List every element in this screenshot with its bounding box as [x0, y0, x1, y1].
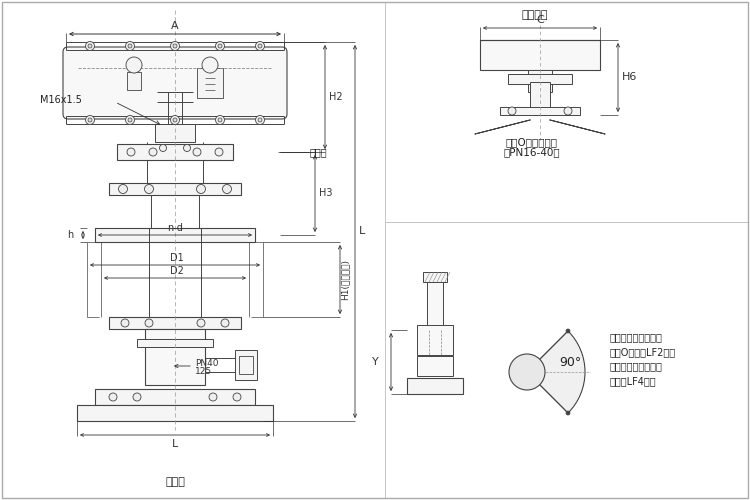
Text: H2: H2: [329, 92, 343, 102]
Bar: [109, 317, 241, 329]
Bar: [417, 356, 453, 376]
Circle shape: [86, 42, 94, 50]
Text: （PN16-40）: （PN16-40）: [504, 147, 560, 157]
Circle shape: [233, 393, 241, 401]
Circle shape: [128, 44, 132, 48]
Text: D1: D1: [170, 253, 184, 263]
Bar: [145, 329, 205, 385]
Text: L: L: [359, 226, 365, 236]
Circle shape: [566, 411, 570, 415]
Bar: [95, 228, 255, 242]
Circle shape: [125, 116, 134, 124]
Circle shape: [149, 148, 157, 156]
Circle shape: [109, 393, 117, 401]
Circle shape: [209, 393, 217, 401]
Text: 低温型: 低温型: [165, 477, 185, 487]
Circle shape: [173, 118, 177, 122]
Bar: [528, 70, 552, 92]
Circle shape: [125, 42, 134, 50]
Bar: [155, 124, 195, 142]
Circle shape: [128, 118, 132, 122]
Bar: [235, 350, 257, 380]
Circle shape: [88, 44, 92, 48]
Circle shape: [160, 144, 166, 152]
Circle shape: [215, 148, 223, 156]
Circle shape: [193, 148, 201, 156]
Circle shape: [118, 184, 128, 194]
Circle shape: [197, 319, 205, 327]
Text: 金属O型圈槽尺寸: 金属O型圈槽尺寸: [506, 137, 558, 147]
Circle shape: [184, 144, 190, 152]
Circle shape: [145, 319, 153, 327]
Circle shape: [133, 393, 141, 401]
Text: H1(保温长度): H1(保温长度): [340, 259, 350, 300]
Bar: [407, 378, 463, 394]
Text: 连接板: 连接板: [310, 147, 328, 157]
Circle shape: [566, 329, 570, 333]
Text: 125: 125: [195, 366, 212, 376]
Circle shape: [215, 116, 224, 124]
Circle shape: [127, 148, 135, 156]
FancyBboxPatch shape: [63, 47, 287, 119]
Text: H3: H3: [319, 188, 332, 198]
Text: 顶式手轮: 顶式手轮: [522, 10, 548, 20]
Text: D2: D2: [170, 266, 184, 276]
Circle shape: [170, 42, 179, 50]
Bar: [95, 389, 255, 405]
Bar: [508, 74, 572, 84]
Circle shape: [564, 107, 572, 115]
Circle shape: [88, 118, 92, 122]
Circle shape: [202, 57, 218, 73]
Circle shape: [258, 118, 262, 122]
Bar: [417, 325, 453, 355]
Circle shape: [196, 184, 206, 194]
Circle shape: [258, 44, 262, 48]
Bar: [127, 72, 141, 90]
Circle shape: [218, 118, 222, 122]
Text: C: C: [536, 15, 544, 25]
Text: n-d: n-d: [167, 223, 183, 233]
Text: PN40: PN40: [195, 358, 218, 368]
Circle shape: [215, 42, 224, 50]
Wedge shape: [527, 331, 585, 413]
Bar: [197, 68, 223, 98]
Text: Y: Y: [372, 357, 379, 367]
Bar: [117, 144, 233, 160]
Circle shape: [508, 107, 516, 115]
Bar: [480, 40, 600, 70]
Bar: [500, 107, 580, 115]
Text: H6: H6: [622, 72, 638, 83]
Text: 低温调节阀法兰采用
金属O形圈（LF2）密
封，可根据用户配铝
肩圈（LF4）。: 低温调节阀法兰采用 金属O形圈（LF2）密 封，可根据用户配铝 肩圈（LF4）。: [610, 332, 676, 386]
Circle shape: [218, 44, 222, 48]
Circle shape: [86, 116, 94, 124]
Circle shape: [221, 319, 229, 327]
Circle shape: [256, 116, 265, 124]
Bar: [239, 356, 253, 374]
Circle shape: [121, 319, 129, 327]
Text: M16x1.5: M16x1.5: [40, 95, 82, 105]
Bar: [77, 405, 273, 421]
Circle shape: [256, 42, 265, 50]
Bar: [109, 183, 241, 195]
Text: L: L: [172, 439, 178, 449]
Bar: [427, 275, 443, 330]
Bar: [137, 339, 213, 347]
Bar: [530, 82, 550, 110]
Text: A: A: [171, 21, 178, 31]
Circle shape: [170, 116, 179, 124]
Circle shape: [126, 57, 142, 73]
Circle shape: [173, 44, 177, 48]
Circle shape: [145, 184, 154, 194]
Bar: [423, 272, 447, 282]
Circle shape: [223, 184, 232, 194]
Circle shape: [509, 354, 545, 390]
Text: 90°: 90°: [559, 356, 581, 368]
Text: h: h: [67, 230, 74, 240]
